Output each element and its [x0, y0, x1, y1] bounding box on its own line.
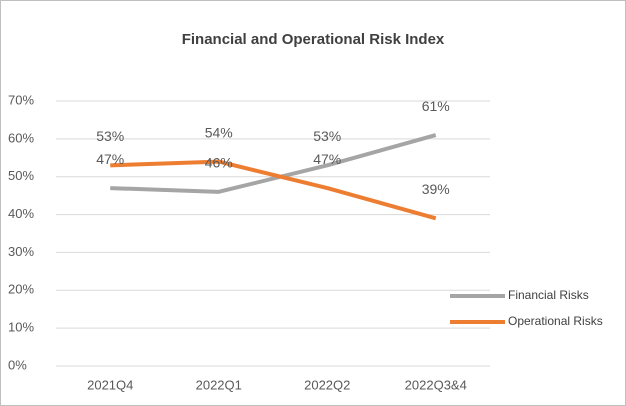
y-tick-label: 70%	[8, 92, 34, 107]
legend-label: Financial Risks	[508, 288, 589, 302]
data-label: 61%	[422, 98, 450, 114]
x-tick-label: 2022Q3&4	[405, 377, 467, 392]
y-tick-label: 0%	[8, 357, 27, 372]
x-tick-label: 2021Q4	[87, 377, 133, 392]
y-tick-label: 20%	[8, 282, 34, 297]
series-line	[110, 133, 437, 194]
y-tick-label: 40%	[8, 206, 34, 221]
data-label: 46%	[205, 155, 233, 171]
data-label: 54%	[205, 124, 233, 140]
data-label: 47%	[313, 151, 341, 167]
x-tick-label: 2022Q1	[196, 377, 242, 392]
series-line	[110, 159, 437, 221]
data-label: 53%	[96, 128, 124, 144]
y-tick-label: 60%	[8, 130, 34, 145]
y-tick-label: 30%	[8, 244, 34, 259]
y-tick-label: 50%	[8, 168, 34, 183]
legend-label: Operational Risks	[508, 314, 603, 328]
data-label: 39%	[422, 181, 450, 197]
y-tick-label: 10%	[8, 320, 34, 335]
data-label: 47%	[96, 151, 124, 167]
chart-title: Financial and Operational Risk Index	[182, 31, 445, 48]
data-label: 53%	[313, 128, 341, 144]
x-tick-label: 2022Q2	[304, 377, 350, 392]
